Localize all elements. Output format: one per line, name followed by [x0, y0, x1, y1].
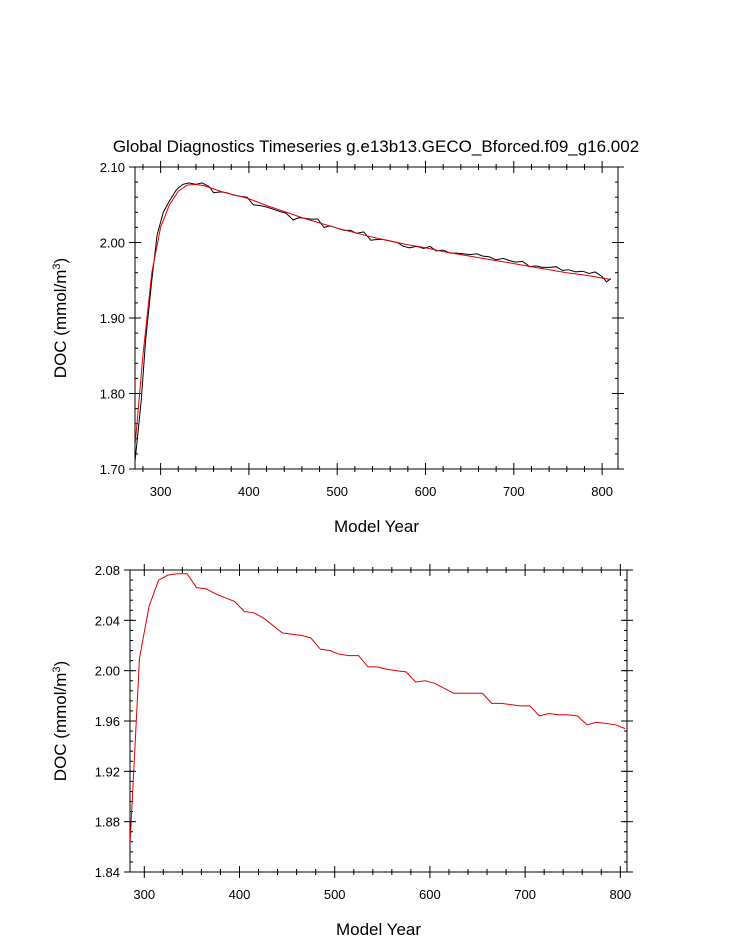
plot-frame	[134, 166, 619, 470]
y-axis-label: DOC (mmol/m3)	[51, 258, 70, 378]
x-tick-label: 800	[609, 887, 631, 902]
y-tick-label: 1.90	[100, 311, 125, 326]
series-line-smoothed	[135, 183, 611, 447]
y-tick-label: 1.80	[100, 387, 125, 402]
chart-title: Global Diagnostics Timeseries g.e13b13.G…	[113, 137, 639, 156]
x-tick-label: 500	[326, 484, 348, 499]
y-tick-label: 1.70	[100, 462, 125, 477]
x-tick-label: 700	[514, 887, 536, 902]
y-tick-label: 2.00	[95, 664, 120, 679]
y-tick-label: 1.92	[95, 764, 120, 779]
x-tick-label: 800	[591, 484, 613, 499]
series-line-annual	[135, 182, 612, 462]
x-tick-label: 600	[415, 484, 437, 499]
x-tick-label: 300	[150, 484, 172, 499]
y-tick-label: 1.84	[95, 865, 120, 880]
x-tick-label: 400	[229, 887, 251, 902]
top-panel: 1.70 1.80 1.90 2.00 2.10 300 400 500 600 700 800 Mo…	[51, 160, 624, 536]
bottom-panel: 1.84 1.88 1.92 1.96 2.00 2.04 2.08 300 400 500 600…	[51, 563, 633, 939]
x-tick-label: 400	[238, 484, 260, 499]
y-tick-label: 2.08	[95, 563, 120, 578]
y-axis-label: DOC (mmol/m3)	[51, 661, 70, 781]
plot-frame	[129, 569, 628, 873]
x-axis-label: Model Year	[336, 920, 421, 939]
y-tick-label: 2.10	[100, 160, 125, 175]
y-tick-label: 2.04	[95, 613, 120, 628]
series-line-annual-mean	[130, 573, 626, 845]
x-tick-label: 700	[503, 484, 525, 499]
y-tick-label: 1.88	[95, 815, 120, 830]
y-tick-label: 1.96	[95, 714, 120, 729]
x-axis-label: Model Year	[334, 517, 419, 536]
x-tick-label: 500	[324, 887, 346, 902]
y-tick-label: 2.00	[100, 236, 125, 251]
x-tick-label: 300	[133, 887, 155, 902]
x-tick-label: 600	[419, 887, 441, 902]
